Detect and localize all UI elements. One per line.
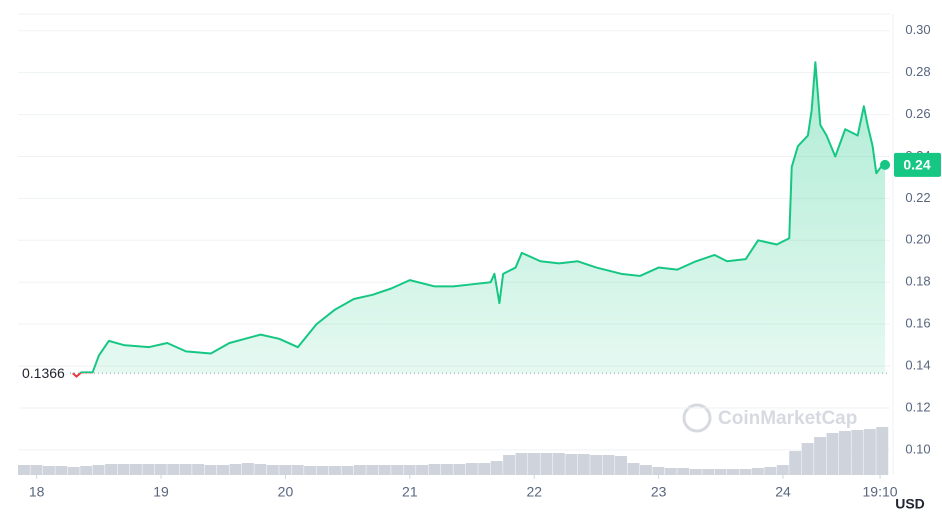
volume-bar (739, 469, 752, 475)
volume-bar (639, 465, 652, 475)
x-tick-label: 19 (153, 484, 169, 500)
volume-bar (664, 468, 677, 475)
volume-bar (129, 464, 142, 475)
volume-bar (67, 467, 80, 475)
volume-bar (528, 453, 540, 475)
x-tick-label: 23 (651, 484, 667, 500)
volume-bar (876, 427, 889, 475)
volume-bar (291, 465, 304, 475)
volume-bar (416, 465, 428, 475)
baseline-label: 0.1366 (22, 365, 65, 381)
y-tick-label: 0.26 (905, 106, 930, 121)
volume-bar (789, 451, 802, 475)
volume-bar (602, 455, 615, 475)
currency-label: USD (895, 496, 925, 512)
volume-bar (801, 443, 814, 475)
price-tag (894, 152, 941, 177)
volume-bar (241, 463, 254, 475)
volume-bar (167, 464, 180, 475)
volume-bar (403, 465, 416, 475)
y-tick-label: 0.22 (905, 190, 930, 205)
volume-bar (341, 466, 354, 475)
price-line (72, 61, 886, 374)
volume-bar (440, 464, 453, 475)
volume-bar (80, 466, 93, 475)
volume-bar (254, 464, 267, 475)
volume-bar (42, 466, 55, 475)
y-tick-label: 0.20 (905, 232, 930, 247)
x-tick-label: 22 (526, 484, 542, 500)
x-tick-label: 24 (775, 484, 791, 500)
volume-bar (814, 437, 827, 475)
y-tick-label: 0.18 (905, 274, 930, 289)
volume-bar (826, 433, 839, 475)
volume-bar (577, 454, 590, 475)
volume-bar (863, 429, 876, 475)
volume-bar (229, 464, 242, 475)
volume-bar (689, 469, 702, 475)
volume-bar (764, 467, 777, 475)
volume-bar (627, 463, 640, 475)
volume-bar (615, 456, 628, 475)
volume-bar (217, 465, 229, 475)
volume-bar (316, 466, 329, 475)
watermark-text: CoinMarketCap (718, 408, 857, 429)
volume-bar (328, 466, 341, 475)
volume-bar (18, 465, 30, 475)
price-area (80, 62, 886, 374)
volume-bar (266, 465, 279, 475)
y-tick-label: 0.10 (905, 441, 930, 456)
price-tag-label: 0.24 (903, 157, 930, 173)
volume-bar (478, 463, 491, 475)
volume-bar (428, 464, 441, 475)
volume-bar (105, 464, 118, 475)
last-point (880, 159, 891, 170)
volume-bar (279, 465, 292, 475)
volume-bar (515, 453, 528, 475)
volume-bar (55, 466, 68, 475)
x-tick-label: 21 (402, 484, 418, 500)
x-tick-label: 19:10 (863, 484, 898, 500)
volume-bar (179, 464, 192, 475)
y-tick-label: 0.14 (905, 357, 930, 372)
volume-bar (503, 455, 516, 475)
volume-bar (552, 453, 565, 475)
volume-bar (465, 463, 478, 475)
volume-bar (30, 465, 43, 475)
volume-bar (776, 465, 789, 475)
volume-bar (378, 465, 391, 475)
x-tick-label: 18 (29, 484, 45, 500)
y-tick-label: 0.12 (905, 399, 930, 414)
y-tick-label: 0.16 (905, 316, 930, 331)
volume-bar (851, 430, 864, 475)
volume-bar (702, 469, 715, 475)
volume-bar (391, 465, 404, 475)
volume-bar (838, 431, 851, 475)
watermark: CoinMarketCap (682, 403, 857, 433)
volume-bar (727, 469, 739, 475)
volume-bar (204, 465, 217, 475)
volume-bar (142, 464, 155, 475)
volume-bar (714, 469, 727, 475)
x-tick-label: 20 (278, 484, 294, 500)
y-tick-label: 0.30 (905, 22, 930, 37)
volume-bar (490, 461, 503, 475)
volume-bar (192, 464, 205, 475)
y-tick-label: 0.28 (905, 64, 930, 79)
volume-bar (540, 453, 553, 475)
volume-bar (92, 465, 105, 475)
volume-bar (453, 464, 466, 475)
volume-bar (590, 455, 603, 475)
volume-bar (366, 465, 379, 475)
volume-bar (304, 466, 317, 475)
volume-bar (117, 464, 130, 475)
volume-bar (565, 454, 578, 475)
volume-bar (677, 468, 690, 475)
volume-bar (353, 465, 366, 475)
volume-bar (154, 464, 167, 475)
volume-bar (652, 467, 665, 475)
volume-bar (751, 468, 764, 475)
